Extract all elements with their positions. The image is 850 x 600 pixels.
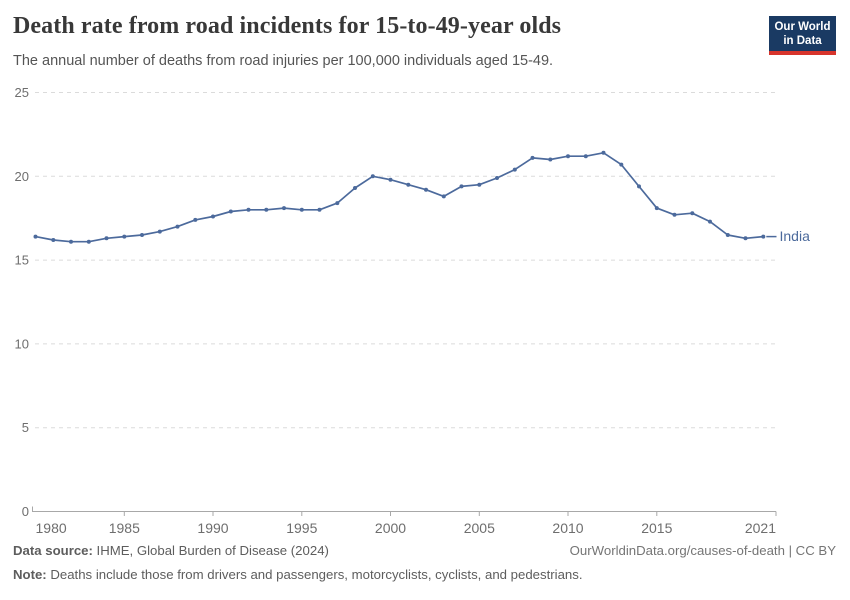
data-point — [708, 219, 712, 224]
data-point — [388, 177, 393, 182]
y-axis-tick-label: 10 — [15, 336, 29, 351]
data-point — [51, 238, 56, 242]
y-axis-tick-label: 5 — [22, 420, 29, 435]
chart-subtitle: The annual number of deaths from road in… — [13, 53, 554, 69]
data-point — [637, 184, 641, 189]
y-axis-tick-label: 20 — [15, 169, 29, 184]
data-point — [672, 212, 677, 217]
x-axis-tick-label: 1995 — [286, 520, 317, 536]
series-end-label[interactable]: India — [780, 228, 811, 244]
data-point — [282, 206, 286, 211]
data-source-line: Data source: IHME, Global Burden of Dise… — [13, 543, 329, 560]
data-point — [122, 234, 127, 239]
x-axis-tick-label: 2005 — [464, 520, 495, 536]
owid-citation-link[interactable]: OurWorldinData.org/causes-of-death | CC … — [569, 543, 836, 558]
data-point — [157, 229, 162, 234]
y-axis-tick-label: 15 — [15, 253, 29, 268]
x-axis-tick-label: 2000 — [375, 520, 406, 536]
note-line: Note: Deaths include those from drivers … — [13, 567, 836, 584]
data-point — [86, 239, 91, 244]
data-point — [654, 206, 659, 211]
x-axis-tick-label: 2010 — [552, 520, 583, 536]
logo-text-line1: Our World — [774, 21, 831, 33]
data-point — [761, 234, 766, 239]
data-point — [512, 167, 517, 172]
data-point — [193, 217, 198, 222]
x-axis-tick-label: 1985 — [109, 520, 140, 536]
logo-red-bar — [769, 51, 836, 56]
data-point — [33, 234, 38, 239]
data-point — [601, 150, 606, 155]
data-point — [725, 233, 730, 237]
data-point — [69, 239, 73, 244]
line-chart: 0 5 10 15 20 25 1980 1985 1990 1995 2000 2005 2010 20… — [15, 85, 811, 536]
data-point — [175, 224, 180, 229]
series-line-india — [34, 151, 765, 243]
data-point — [477, 182, 482, 187]
data-point — [211, 214, 215, 219]
data-point — [104, 236, 109, 241]
data-point — [583, 154, 588, 159]
data-point — [690, 211, 695, 216]
y-axis-tick-label: 25 — [15, 85, 29, 100]
data-point — [495, 176, 499, 180]
data-point — [441, 194, 446, 199]
data-point — [459, 184, 464, 189]
data-point — [228, 209, 233, 214]
data-point — [566, 154, 570, 159]
data-point — [548, 157, 553, 162]
note-label: Note: — [13, 567, 47, 582]
data-point — [335, 201, 340, 206]
x-axis-tick-label: 1980 — [36, 520, 67, 536]
note-text: Deaths include those from drivers and pa… — [46, 567, 583, 582]
data-point — [264, 207, 269, 212]
y-axis-tick-label: 0 — [22, 504, 29, 519]
logo-text-line2: in Data — [783, 35, 822, 48]
data-point — [246, 207, 251, 212]
data-point — [370, 174, 375, 179]
data-point — [619, 162, 624, 167]
data-source-text: IHME, Global Burden of Disease (2024) — [92, 543, 329, 558]
data-point — [140, 233, 144, 237]
data-point — [424, 187, 428, 192]
data-source-label: Data source: — [13, 543, 93, 558]
data-point — [317, 207, 322, 212]
data-point — [743, 236, 748, 241]
x-axis-tick-label: 2015 — [641, 520, 672, 536]
data-point — [406, 182, 411, 187]
data-point — [530, 155, 535, 160]
logo-box: Our World in Data — [769, 16, 836, 52]
x-axis-tick-label: 2021 — [745, 520, 776, 536]
page-title: Death rate from road incidents for 15-to… — [13, 13, 562, 39]
x-axis-tick-label: 1990 — [197, 520, 228, 536]
data-point — [299, 207, 304, 212]
data-point — [353, 186, 357, 190]
owid-logo: Our World in Data — [769, 16, 836, 56]
